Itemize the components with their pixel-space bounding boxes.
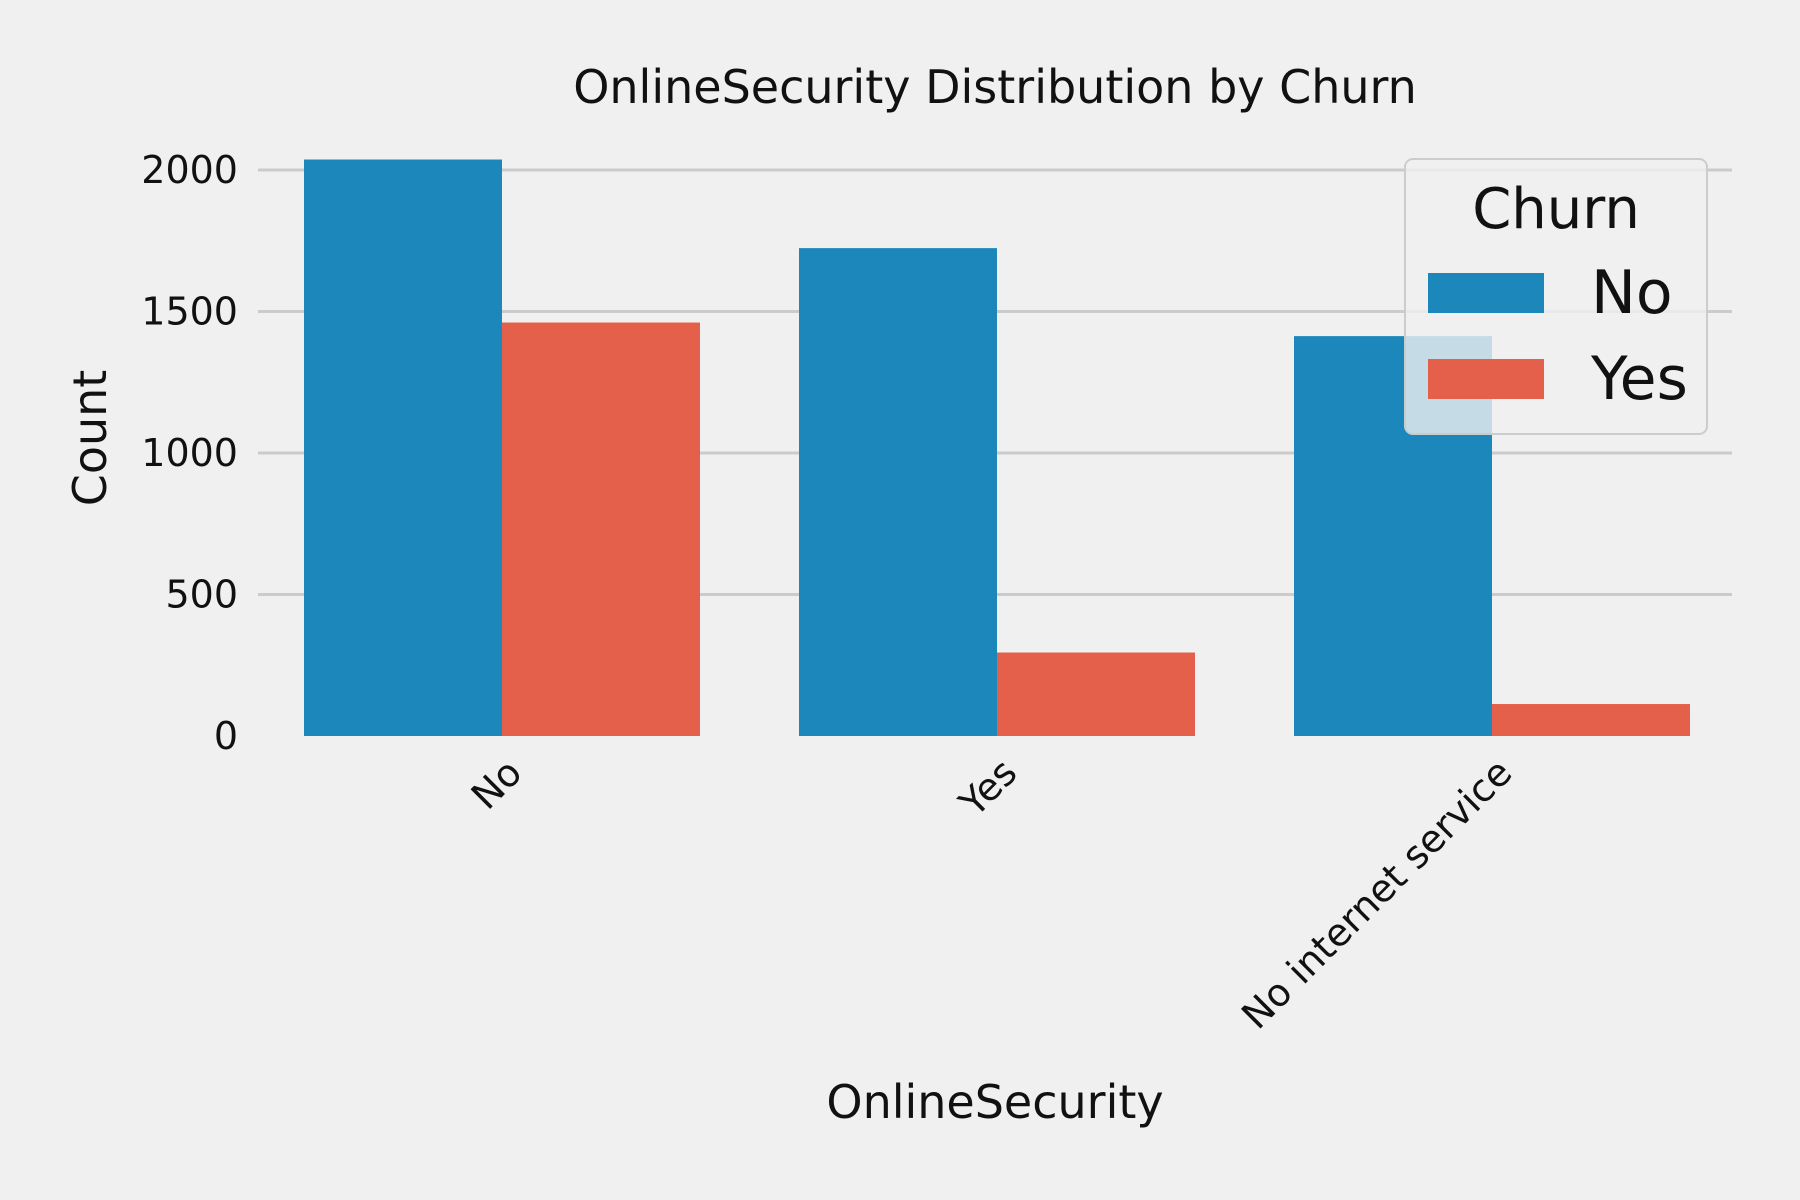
legend-swatch-yes: [1428, 359, 1544, 399]
x-axis-ticks: No Yes No internet service: [463, 750, 1521, 1037]
bar-yes-2: [1492, 704, 1690, 736]
bar-no-1: [799, 248, 997, 736]
bar-yes-0: [502, 322, 700, 736]
legend-label-yes: Yes: [1590, 344, 1688, 414]
y-tick-label: 0: [214, 714, 238, 758]
x-tick-label: Yes: [950, 750, 1025, 825]
y-tick-label: 1000: [141, 431, 238, 475]
chart-title: OnlineSecurity Distribution by Churn: [573, 60, 1417, 114]
y-axis-label: Count: [63, 370, 117, 507]
y-tick-label: 1500: [141, 290, 238, 334]
legend-title: Churn: [1472, 177, 1640, 242]
x-tick-label: No internet service: [1233, 750, 1520, 1037]
legend-label-no: No: [1591, 258, 1673, 328]
bar-yes-1: [997, 652, 1195, 736]
x-axis-label: OnlineSecurity: [826, 1075, 1163, 1129]
bar-no-0: [304, 159, 502, 737]
x-tick-label: No: [463, 750, 531, 818]
legend-swatch-no: [1428, 273, 1544, 313]
y-tick-label: 2000: [141, 148, 238, 192]
legend-items: No Yes: [1428, 258, 1688, 414]
legend: Churn No Yes: [1404, 158, 1708, 435]
bars-layer: [304, 159, 1690, 737]
y-tick-label: 500: [165, 573, 238, 617]
y-axis-ticks: 0 500 1000 1500 2000: [141, 148, 238, 758]
